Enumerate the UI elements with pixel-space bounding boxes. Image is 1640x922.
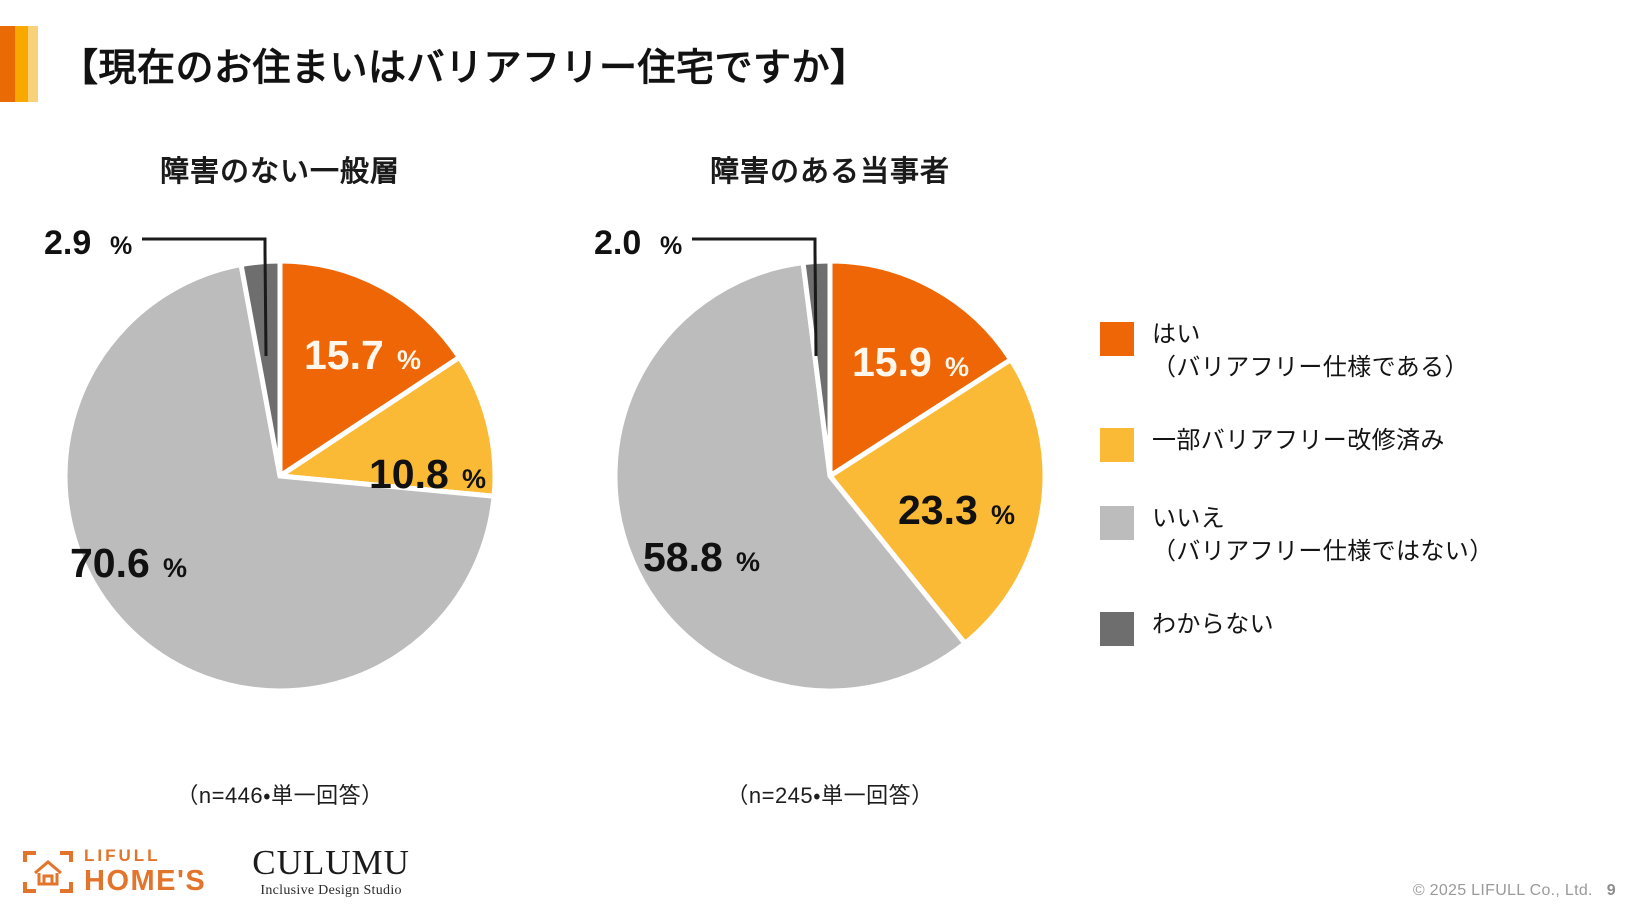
- culumu-logo: CULUMU Inclusive Design Studio: [252, 845, 410, 898]
- pie-slice-no-disabled: [612, 259, 969, 694]
- callout-value-disabled: 2.0: [594, 224, 641, 262]
- homes-name: HOME'S: [84, 865, 207, 897]
- charts-container: 障害のない一般層 2.9 % 15.7 % 10.8 %: [0, 140, 1080, 820]
- legend-swatch-no: [1100, 506, 1134, 541]
- culumu-tagline: Inclusive Design Studio: [260, 883, 402, 898]
- legend-label-no: いいえ （バリアフリー仕様ではない）: [1152, 505, 1494, 566]
- legend-label-partial: 一部バリアフリー改修済み: [1152, 427, 1445, 455]
- pie-chart-disabled: 障害のある当事者 2.0 % 15.9 % 23.3 % 58.8: [560, 140, 1100, 820]
- chart-title-disabled: 障害のある当事者: [709, 156, 950, 188]
- slice-label-yes-pct-disabled: %: [945, 352, 969, 382]
- legend: はい （バリアフリー仕様である） 一部バリアフリー改修済み いいえ （バリアフリ…: [1100, 318, 1620, 647]
- lifull-homes-logo: LIFULL HOME'S: [22, 847, 206, 896]
- chart-note-disabled: （n=245・単一回答）: [726, 783, 934, 808]
- callout-percent-sign-disabled: %: [660, 232, 682, 260]
- slice-label-partial-pct-disabled: %: [991, 500, 1015, 530]
- legend-swatch-partial: [1100, 428, 1134, 463]
- slice-label-no-general: 70.6: [70, 540, 150, 586]
- slice-label-partial-disabled: 23.3: [898, 487, 978, 533]
- legend-swatch-yes: [1100, 322, 1134, 356]
- accent-stripe-2: [15, 26, 29, 102]
- house-bracket-icon: [23, 850, 73, 893]
- pie-graphic-disabled: 2.0 % 15.9 % 23.3 % 58.8 %: [580, 206, 1080, 726]
- callout-percent-sign-general: %: [110, 232, 132, 260]
- callout-value-general: 2.9: [44, 224, 91, 262]
- slice-label-no-pct-disabled: %: [736, 547, 760, 577]
- accent-stripe-3: [28, 26, 38, 102]
- chart-title-general: 障害のない一般層: [159, 156, 400, 188]
- pie-slice-yes-disabled: [827, 258, 1015, 481]
- culumu-name: CULUMU: [252, 843, 410, 882]
- pie-slice-yes-general: [277, 258, 463, 481]
- slice-label-no-disabled: 58.8: [643, 534, 723, 580]
- pie-slice-unknown-general: [238, 258, 283, 477]
- slice-label-partial-pct-general: %: [462, 464, 486, 494]
- callout-leader-line-disabled: [692, 237, 818, 357]
- pie-slice-partial-disabled: [826, 356, 1048, 647]
- legend-label-unknown: わからない: [1152, 611, 1274, 639]
- copyright-text: © 2025 LIFULL Co., Ltd.: [1412, 882, 1593, 899]
- legend-swatch-unknown: [1100, 612, 1134, 647]
- copyright-area: © 2025 LIFULL Co., Ltd. 9: [1413, 882, 1616, 900]
- legend-item-unknown: わからない: [1100, 608, 1620, 647]
- chart-note-general: （n=446・単一回答）: [176, 783, 384, 808]
- lifull-name: LIFULL: [84, 846, 161, 865]
- pie-chart-general: 障害のない一般層 2.9 % 15.7 % 10.8 %: [10, 140, 550, 820]
- accent-stripe-1: [0, 26, 16, 102]
- lifull-wordmark: LIFULL HOME'S: [84, 847, 206, 896]
- page-number: 9: [1606, 882, 1616, 899]
- legend-item-yes: はい （バリアフリー仕様である）: [1100, 318, 1620, 384]
- pie-slice-partial-general: [272, 353, 498, 499]
- pie-graphic-general: 2.9 % 15.7 % 10.8 % 70.6 %: [30, 206, 530, 726]
- slice-label-yes-disabled: 15.9: [852, 339, 932, 385]
- pie-slice-no-general: [62, 261, 497, 694]
- slice-label-partial-general: 10.8: [369, 451, 449, 497]
- legend-label-yes: はい （バリアフリー仕様である）: [1152, 321, 1469, 382]
- footer-logos: LIFULL HOME'S CULUMU Inclusive Design St…: [22, 845, 410, 898]
- slice-label-yes-general: 15.7: [304, 332, 384, 378]
- title-accent-bar: [0, 26, 38, 102]
- slice-label-yes-pct-general: %: [397, 345, 421, 375]
- slice-label-no-pct-general: %: [163, 553, 187, 583]
- legend-item-no: いいえ （バリアフリー仕様ではない）: [1100, 502, 1620, 568]
- title-row: 【現在のお住まいはバリアフリー住宅ですか】: [0, 26, 1640, 102]
- legend-item-partial: 一部バリアフリー改修済み: [1100, 424, 1620, 463]
- page-title: 【現在のお住まいはバリアフリー住宅ですか】: [60, 47, 869, 90]
- callout-leader-line-general: [142, 237, 268, 357]
